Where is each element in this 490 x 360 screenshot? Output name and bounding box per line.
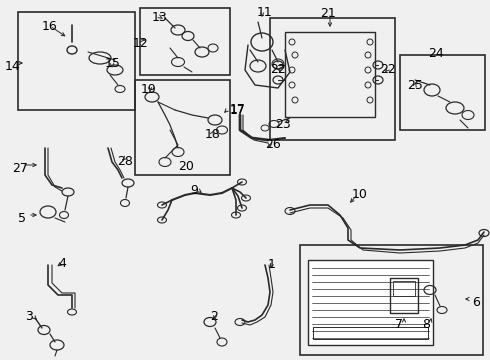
Text: 28: 28 [117, 155, 133, 168]
Text: 7: 7 [395, 318, 403, 331]
Text: 22: 22 [380, 63, 396, 76]
Text: 22: 22 [270, 63, 286, 76]
Text: 9: 9 [190, 184, 198, 197]
Bar [300, 245, 483, 355]
Bar [390, 278, 418, 313]
Text: 21: 21 [320, 7, 336, 20]
Bar [308, 260, 433, 345]
Text: 11: 11 [257, 6, 273, 19]
Bar [270, 18, 395, 140]
Text: 17: 17 [230, 103, 246, 116]
Text: 18: 18 [205, 128, 221, 141]
Text: 24: 24 [428, 47, 444, 60]
Text: 27: 27 [12, 162, 28, 175]
Bar [400, 55, 485, 130]
Text: 13: 13 [152, 11, 168, 24]
Text: 2: 2 [210, 310, 218, 323]
Text: 19: 19 [141, 83, 157, 96]
Text: 8: 8 [422, 318, 430, 331]
Bar [393, 281, 415, 296]
Bar [313, 327, 428, 339]
Text: 3: 3 [25, 310, 33, 323]
Bar [18, 12, 135, 110]
Text: 12: 12 [133, 37, 149, 50]
Bar [285, 32, 375, 117]
Text: 10: 10 [352, 188, 368, 201]
Text: 17: 17 [230, 104, 246, 117]
Text: 5: 5 [18, 212, 26, 225]
Text: 6: 6 [472, 296, 480, 309]
Text: 4: 4 [58, 257, 66, 270]
Text: 14: 14 [5, 60, 21, 73]
Text: 25: 25 [407, 79, 423, 92]
Bar [135, 80, 230, 175]
Text: 1: 1 [268, 258, 276, 271]
Text: 23: 23 [275, 118, 291, 131]
Bar [140, 8, 230, 75]
Text: 15: 15 [105, 57, 121, 70]
Text: 16: 16 [42, 20, 58, 33]
Text: 26: 26 [265, 138, 281, 151]
Text: 20: 20 [178, 160, 194, 173]
